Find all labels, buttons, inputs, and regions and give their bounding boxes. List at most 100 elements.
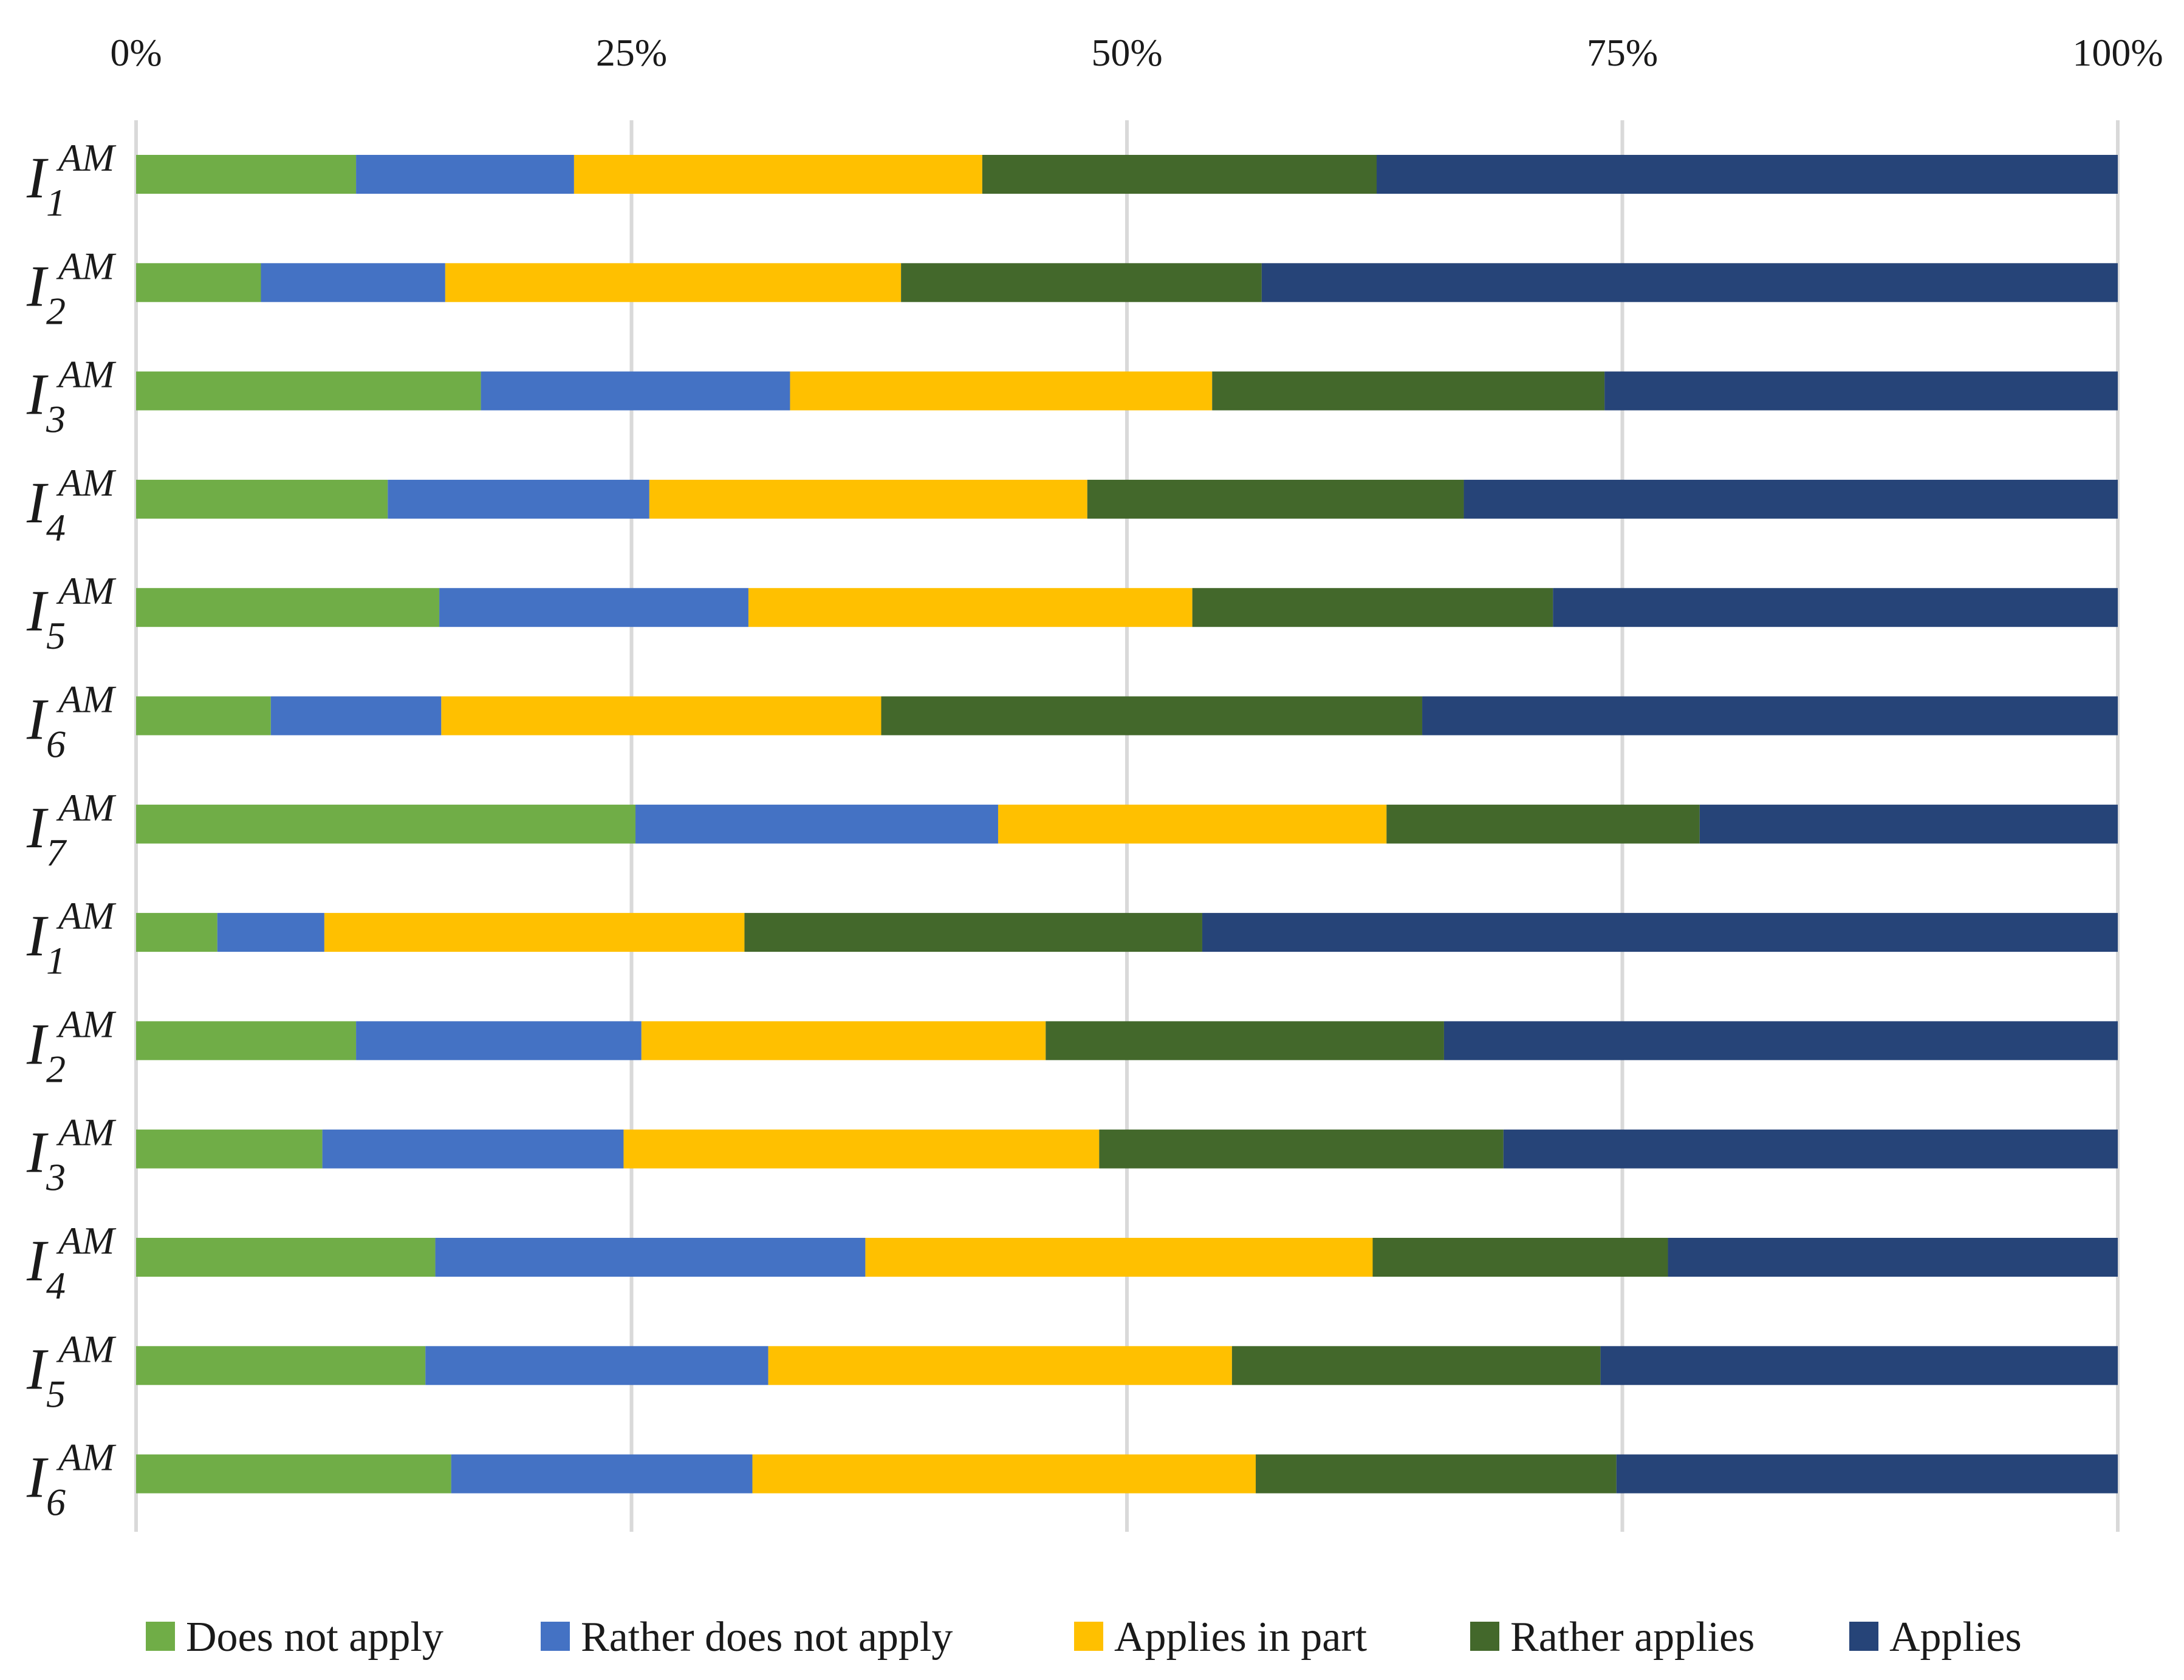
bar-segment-row11-series1 (136, 1238, 436, 1277)
bar-segment-row11-series2 (435, 1238, 866, 1277)
bar-segment-row3-series2 (481, 371, 790, 411)
bar-segment-row5-series5 (1553, 588, 2118, 627)
bar-segment-row4-series3 (649, 479, 1087, 519)
legend-swatch-1 (146, 1622, 175, 1651)
legend-label-2: Rather does not apply (581, 1614, 953, 1661)
category-superscript-8: AM (56, 894, 117, 937)
x-tick-label-100: 100% (2072, 31, 2163, 74)
category-label-9: I (26, 1011, 49, 1076)
x-tick-label-0: 0% (110, 31, 162, 74)
bar-segment-row13-series5 (1616, 1454, 2118, 1494)
category-superscript-9: AM (56, 1002, 117, 1045)
category-subscript-12: 5 (46, 1372, 66, 1415)
bar-segment-row8-series5 (1202, 913, 2118, 952)
bar-segment-row7-series5 (1699, 804, 2118, 844)
bar-segment-row2-series1 (136, 263, 261, 302)
bar-segment-row1-series1 (136, 155, 357, 194)
bar-segment-row6-series5 (1422, 696, 2118, 736)
bar-segment-row11-series3 (865, 1238, 1373, 1277)
legend-label-3: Applies in part (1114, 1614, 1368, 1661)
category-label-4: I (26, 470, 49, 535)
bar-segment-row10-series5 (1503, 1129, 2118, 1169)
bar-segment-row1-series3 (573, 155, 982, 194)
category-subscript-4: 4 (46, 506, 66, 549)
bar-segment-row9-series1 (136, 1021, 357, 1060)
category-superscript-1: AM (56, 136, 117, 179)
bar-segment-row11-series5 (1668, 1238, 2118, 1277)
bar-segment-row8-series2 (217, 913, 324, 952)
category-superscript-4: AM (56, 461, 117, 504)
bar-segment-row5-series3 (748, 588, 1193, 627)
bar-segment-row13-series3 (752, 1454, 1256, 1494)
x-tick-label-75: 75% (1587, 31, 1658, 74)
category-label-8: I (26, 903, 49, 968)
bar-segment-row1-series4 (982, 155, 1377, 194)
bar-segment-row12-series2 (425, 1346, 769, 1385)
x-tick-label-50: 50% (1091, 31, 1162, 74)
bar-segment-row6-series2 (270, 696, 442, 736)
bar-segment-row5-series1 (136, 588, 440, 627)
category-superscript-3: AM (56, 353, 117, 396)
bar-segment-row3-series4 (1212, 371, 1605, 411)
bar-segment-row12-series5 (1600, 1346, 2118, 1385)
category-superscript-7: AM (56, 786, 117, 829)
x-axis-tick-labels: 0% 25% 50% 75% 100% (110, 31, 2163, 74)
bar-segment-row4-series1 (136, 479, 388, 519)
bar-segment-row10-series2 (322, 1129, 624, 1169)
bar-segment-row4-series5 (1463, 479, 2118, 519)
bar-segment-row10-series3 (623, 1129, 1100, 1169)
bar-segment-row8-series1 (136, 913, 217, 952)
bar-segment-row5-series2 (439, 588, 748, 627)
category-subscript-1: 1 (46, 181, 66, 224)
bar-segment-row5-series4 (1192, 588, 1553, 627)
legend: Does not apply Rather does not apply Appli… (146, 1614, 2022, 1661)
bar-segment-row2-series5 (1261, 263, 2118, 302)
bar-segment-row10-series4 (1099, 1129, 1504, 1169)
legend-swatch-3 (1074, 1622, 1103, 1651)
category-label-6: I (26, 687, 49, 752)
bar-segment-row4-series4 (1087, 479, 1464, 519)
bar-segment-row13-series2 (451, 1454, 753, 1494)
category-label-5: I (26, 578, 49, 643)
bar-segment-row2-series3 (445, 263, 902, 302)
bar-segment-row12-series4 (1231, 1346, 1601, 1385)
category-label-13: I (26, 1445, 49, 1510)
legend-swatch-2 (541, 1622, 570, 1651)
category-subscript-8: 1 (46, 939, 66, 982)
bar-segment-row9-series4 (1046, 1021, 1444, 1060)
category-superscript-2: AM (56, 244, 117, 287)
x-tick-label-25: 25% (596, 31, 667, 74)
bar-segment-row10-series1 (136, 1129, 323, 1169)
bar-segment-row3-series3 (790, 371, 1213, 411)
bar-segment-row3-series5 (1604, 371, 2118, 411)
bar-segment-row2-series4 (901, 263, 1262, 302)
bars (136, 155, 2118, 1494)
bar-segment-row7-series4 (1386, 804, 1700, 844)
category-label-7: I (26, 795, 49, 860)
category-label-2: I (26, 253, 49, 318)
category-subscript-9: 2 (46, 1047, 66, 1090)
legend-swatch-5 (1849, 1622, 1878, 1651)
category-label-12: I (26, 1336, 49, 1401)
legend-label-5: Applies (1889, 1614, 2022, 1661)
category-superscript-12: AM (56, 1327, 117, 1370)
category-label-10: I (26, 1120, 49, 1185)
category-label-1: I (26, 145, 49, 210)
bar-segment-row7-series1 (136, 804, 636, 844)
bar-segment-row6-series1 (136, 696, 271, 736)
category-subscript-5: 5 (46, 614, 66, 657)
category-subscript-3: 3 (46, 398, 66, 441)
bar-segment-row3-series1 (136, 371, 481, 411)
bar-segment-row7-series3 (998, 804, 1387, 844)
bar-segment-row2-series2 (261, 263, 445, 302)
category-subscript-13: 6 (46, 1481, 66, 1524)
bar-segment-row8-series4 (744, 913, 1202, 952)
category-subscript-6: 6 (46, 723, 66, 766)
category-subscript-10: 3 (46, 1156, 66, 1199)
legend-swatch-4 (1470, 1622, 1499, 1651)
legend-label-1: Does not apply (186, 1614, 443, 1661)
bar-segment-row9-series5 (1443, 1021, 2118, 1060)
bar-segment-row13-series4 (1256, 1454, 1617, 1494)
